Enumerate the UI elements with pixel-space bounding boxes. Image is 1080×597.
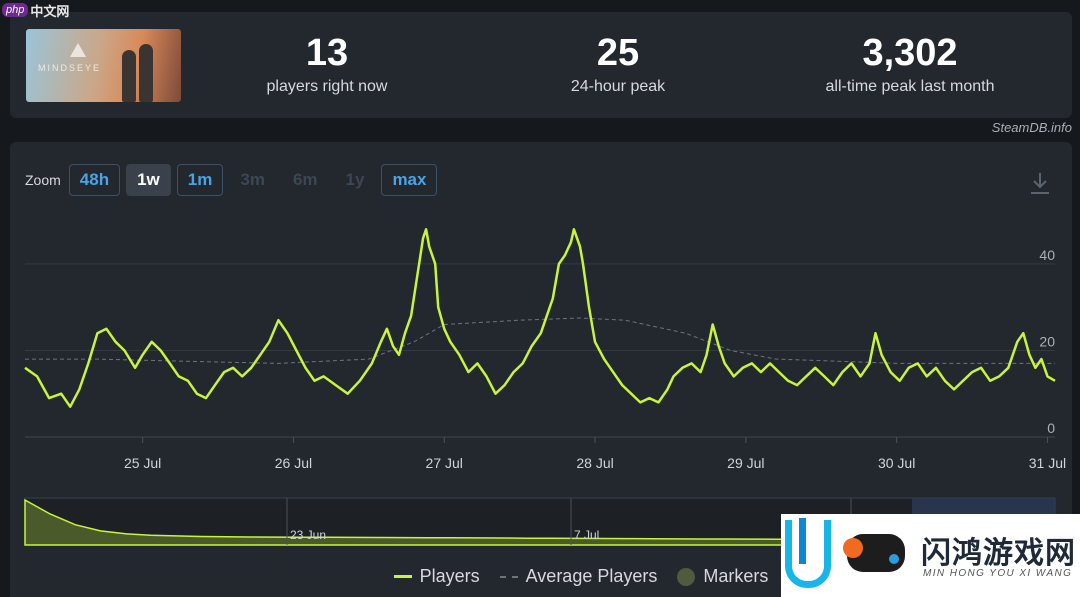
legend-dash-swatch [499, 575, 518, 578]
gamepad-button-icon [843, 538, 863, 558]
navigator-label: 23 Jun [290, 528, 326, 542]
zoom-6m-button: 6m [282, 164, 329, 196]
watermark-text: 中文网 [30, 3, 70, 19]
stat-label: 24-hour peak [570, 78, 666, 95]
zoom-max-button[interactable]: max [381, 164, 438, 196]
legend-line-swatch [393, 575, 412, 578]
stat-value: 3,302 [862, 32, 958, 74]
player-count-chart[interactable]: 25 Jul 26 Jul 27 Jul 28 Jul 29 Jul 30 Jul 31 J… [10, 142, 1072, 562]
character-figure [139, 44, 153, 102]
chart-grid [25, 263, 1055, 438]
watermark-brand: 闪鸿游戏网 [921, 537, 1076, 570]
stat-value: 25 [596, 32, 640, 74]
stat-24h-peak: 25 24-hour peak [533, 32, 703, 96]
x-tick-label: 25 Jul [124, 455, 161, 471]
watermark-top: php 中文网 [0, 0, 69, 20]
legend-item-players[interactable]: Players [393, 566, 480, 587]
legend-item-average-players[interactable]: Average Players [499, 566, 658, 587]
x-tick-label: 29 Jul [727, 455, 764, 471]
navigator-label: 7 Jul [574, 528, 599, 542]
y-tick-label: 40 [1039, 247, 1055, 263]
download-icon[interactable] [1030, 170, 1050, 196]
zoom-toolbar: Zoom 48h 1w 1m 3m 6m 1y max [25, 164, 438, 196]
chart-legend: Players Average Players Markers [10, 566, 1072, 587]
legend-label: Markers [703, 566, 769, 586]
series-players-line[interactable] [24, 228, 1056, 408]
series-average-players-line [25, 317, 1055, 364]
zoom-1m-button[interactable]: 1m [176, 164, 224, 196]
x-tick-label: 30 Jul [878, 455, 915, 471]
game-logo-text: MINDSEYE [38, 63, 102, 73]
x-tick-label: 28 Jul [576, 455, 613, 471]
stat-value: 13 [305, 32, 349, 74]
zoom-3m-button: 3m [229, 164, 276, 196]
x-tick-label: 31 Jul [1029, 455, 1066, 471]
watermark-badge: php [2, 3, 29, 17]
game-thumbnail[interactable]: MINDSEYE [26, 29, 181, 102]
stat-label: players right now [266, 78, 388, 95]
zoom-1w-button[interactable]: 1w [126, 164, 171, 196]
zoom-48h-button[interactable]: 48h [68, 164, 121, 196]
x-tick-label: 27 Jul [426, 455, 463, 471]
zoom-label: Zoom [25, 172, 61, 188]
watermark-logo-icon [785, 520, 831, 588]
stat-label: all-time peak last month [825, 78, 995, 95]
legend-dot-swatch [677, 567, 696, 586]
legend-item-markers[interactable]: Markers [677, 566, 768, 587]
game-logo-icon [70, 43, 86, 57]
zoom-1y-button: 1y [335, 164, 376, 196]
gamepad-button-icon [889, 554, 899, 564]
y-tick-label: 0 [1047, 420, 1055, 436]
watermark-subtitle: MIN HONG YOU XI WANG [923, 568, 1073, 579]
legend-label: Players [419, 566, 480, 586]
legend-label: Average Players [525, 566, 658, 586]
watermark-bottom: 闪鸿游戏网 MIN HONG YOU XI WANG [781, 514, 1080, 597]
x-tick-label: 26 Jul [275, 455, 312, 471]
y-tick-label: 20 [1039, 333, 1055, 349]
y-axis: 0 20 40 [1039, 247, 1055, 436]
stats-header: MINDSEYE 13 players right now 25 24-hour… [10, 12, 1072, 118]
stat-current-players: 13 players right now [242, 32, 412, 96]
steamdb-credit[interactable]: SteamDB.info [991, 120, 1072, 135]
x-axis: 25 Jul 26 Jul 27 Jul 28 Jul 29 Jul 30 Jul 31 J… [124, 437, 1066, 471]
stat-all-time-peak: 3,302 all-time peak last month [805, 32, 1015, 96]
watermark-logo-icon [799, 518, 806, 564]
character-figure [122, 50, 136, 102]
